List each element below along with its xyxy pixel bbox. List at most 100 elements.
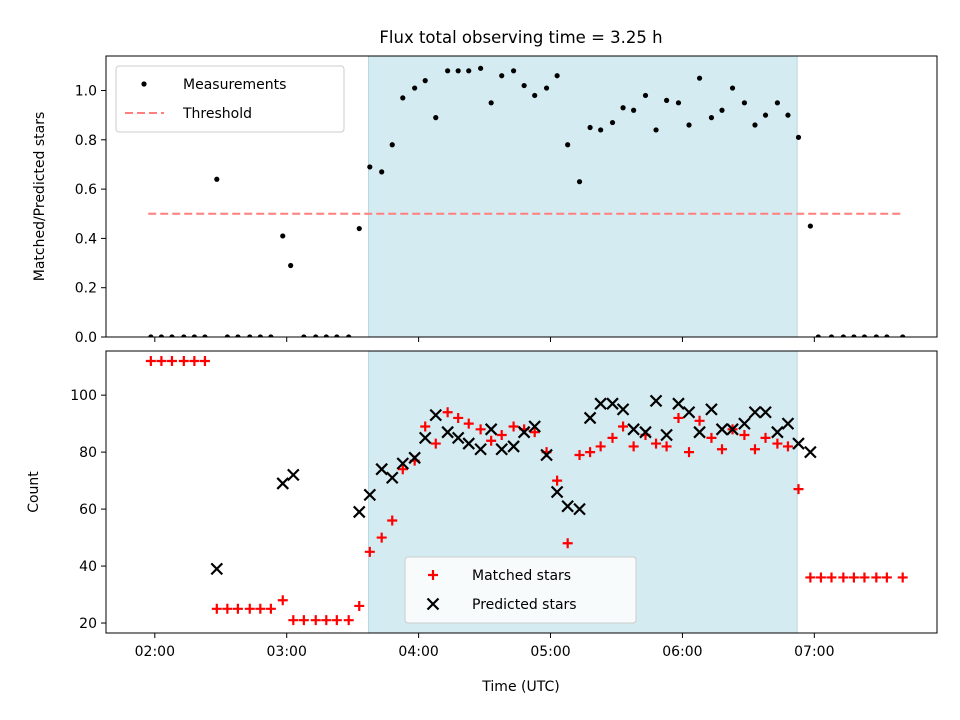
predicted-stars-point [759,405,772,419]
predicted-stars-point [672,397,685,410]
legend-label: Measurements [183,77,286,93]
measurements-point [445,68,451,74]
matched-stars-point [684,447,695,458]
measurements-point [224,334,230,337]
measurements-point [346,334,352,337]
matched-stars-point [815,572,826,583]
axes-frame [105,350,938,634]
measurements-point [762,112,769,118]
predicted-stars-point [616,403,630,416]
measurements-point [675,100,682,106]
measurements-point [235,334,241,337]
matched-stars-point [552,475,563,486]
measurements-point [478,65,484,71]
predicted-stars-point [550,485,564,499]
matched-stars-point [277,595,288,606]
x-axis-label: Time (UTC) [481,679,559,695]
matched-stars-point [211,603,222,614]
measurements-point [719,107,725,113]
matched-stars-point [475,424,486,435]
measurements-point [565,142,571,148]
legend-marker [426,597,440,611]
matched-stars-point [463,418,474,429]
measurements-point [202,334,208,337]
matched-stars-point [760,432,771,443]
measurements-point [587,124,593,131]
matched-stars-point [859,572,870,583]
measurements-point [334,334,340,337]
predicted-stars-point [418,431,432,445]
legend: Matched stars Predicted stars [404,556,637,624]
x-tick-label: 07:00 [794,644,834,660]
measurements-point [214,176,220,182]
matched-stars-point [618,421,629,432]
matched-stars-point [376,532,387,543]
measurements-point [433,115,439,121]
predicted-stars-point [375,462,388,476]
measurements-point [510,68,517,74]
matched-stars-point [178,355,189,366]
matched-stars-point [651,438,662,449]
measurements-point [499,73,505,79]
measurements-point [543,85,550,91]
legend-label: Threshold [182,106,252,122]
measurements-point [785,112,791,118]
predicted-stars-point [484,423,498,436]
matched-stars-point [848,572,859,583]
y-tick-label: 0.6 [75,182,97,198]
measurements-point [455,68,461,74]
predicted-stars-point [573,502,586,516]
measurements-point [247,334,253,337]
predicted-stars-point [396,457,410,470]
measurements-point [620,105,626,111]
measurements-point [400,95,406,101]
predicted-stars-point [649,394,663,408]
measurements-point [280,233,286,239]
matched-stars-point [310,615,321,626]
measurements-point [840,334,846,337]
ratio-panel: 0.0 0.2 0.4 0.6 0.8 1.0 Matched/Predicted star… [32,55,938,346]
measurements-point [367,164,373,170]
predicted-stars-point [792,437,805,450]
predicted-stars-point [474,442,487,456]
predicted-stars-point [804,445,817,459]
measurements-point [741,100,748,106]
y-tick-label: 0.2 [75,281,97,297]
measurements-point [422,78,428,84]
matched-stars-point [364,546,375,557]
matched-stars-point [585,447,596,458]
predicted-stars-point [385,471,399,485]
legend: Measurements Threshold [115,65,345,133]
matched-stars-point [607,432,618,443]
matched-stars-point [749,444,760,455]
predicted-stars-point [726,423,739,436]
measurements-point [379,169,385,175]
measurements-point [795,134,802,140]
matched-stars-point [156,355,167,366]
matched-stars-point [838,572,849,583]
x-tick-label: 05:00 [530,644,570,660]
matched-stars-point [430,438,441,449]
measurements-point [696,75,703,81]
matched-stars-point [288,615,299,626]
axes-frame [105,55,938,338]
predicted-stars-point [682,405,696,419]
predicted-stars-point [495,442,508,456]
matched-stars-point [442,407,453,418]
measurements-point [301,334,307,337]
predicted-stars-point [738,417,751,430]
measurements-point [466,68,472,74]
measurements-point [313,334,319,337]
measurements-point [873,334,879,337]
measurements-point [356,225,362,232]
matched-stars-point [232,603,243,614]
predicted-stars-point [705,403,718,416]
matched-stars-point [199,355,210,366]
matched-stars-point [782,441,793,452]
matched-stars-point [673,412,684,423]
predicted-stars-point [451,431,465,445]
measurements-point [609,119,616,126]
measurements-point [257,334,263,337]
predicted-stars-point [517,425,531,439]
predicted-stars-point [561,499,574,513]
